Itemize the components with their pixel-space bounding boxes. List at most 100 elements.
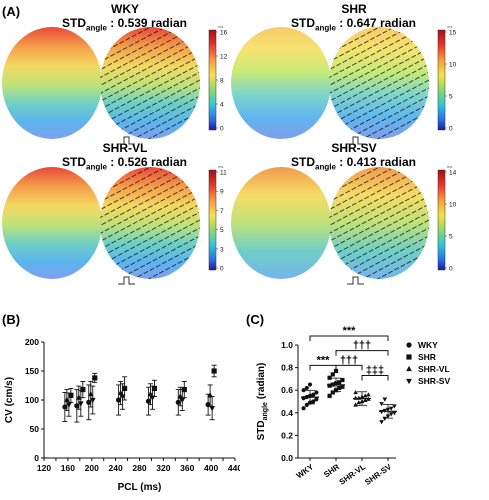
y-axis-title: CV (cm/s): [4, 377, 15, 423]
x-tick-label: 280: [132, 463, 146, 473]
scale-tick-label: 14: [449, 170, 457, 177]
data-point-square: [330, 372, 335, 377]
y-tick-label: 0.4: [281, 408, 293, 418]
data-point-tri-down: [379, 409, 384, 415]
sig-bracket-shr-vl-label: †††: [340, 354, 358, 366]
y-tick-label: 100: [25, 395, 39, 405]
legend-label: SHR-VL: [418, 364, 450, 374]
activation-map-shr-vl: [2, 167, 102, 279]
data-point-triangle: [117, 389, 124, 396]
scale-tick-label: 4: [220, 102, 224, 109]
panel-a-label: (A): [2, 4, 21, 19]
data-point-tri-down: [89, 397, 96, 404]
scale-tick-label: 0: [220, 266, 224, 273]
data-point-triangle: [353, 402, 358, 407]
conduction-vectors-shr: [329, 27, 429, 139]
x-tick-label: 400: [204, 463, 218, 473]
color-scale-bar: [208, 29, 217, 131]
data-point-triangle: [356, 400, 362, 405]
map-title-wky: WKY: [111, 2, 139, 16]
data-point-square: [340, 384, 345, 389]
legend-marker-circle: [406, 342, 412, 348]
color-scale-bar: [437, 169, 446, 271]
y-tick-label: 0: [34, 453, 39, 463]
x-tick-label: 120: [37, 463, 51, 473]
data-point-square: [121, 385, 128, 391]
x-tick-label: SHR-SV: [363, 462, 393, 487]
x-tick-label: SHR-VL: [338, 462, 368, 487]
sig-bracket-vl-sv-label: ‡‡‡: [366, 365, 384, 377]
data-point-square: [327, 383, 332, 388]
color-scale-bar: [437, 29, 446, 131]
data-point-tri-down: [179, 397, 186, 404]
y-tick-label: 0.8: [281, 363, 293, 373]
scale-tick-label: 5: [449, 234, 453, 241]
activation-map-shr-sv: [231, 167, 331, 279]
sig-bracket-shr-vl: [335, 364, 363, 371]
color-scale-unit: ms: [447, 24, 452, 29]
data-point-triangle: [362, 397, 368, 403]
legend-marker-square: [406, 354, 412, 360]
std-line-shr-sv: STDangle : 0.413 radian: [291, 155, 416, 172]
y-tick-label: 0.2: [281, 430, 293, 440]
data-point-square: [327, 393, 332, 398]
data-point-circle: [74, 403, 80, 409]
conduction-vectors-shr-vl: [100, 167, 200, 279]
x-tick-label: 160: [61, 463, 75, 473]
stimulus-icon: [347, 136, 364, 145]
y-tick-label: 200: [25, 337, 39, 347]
data-point-tri-down: [209, 406, 215, 412]
scale-tick-label: 15: [449, 30, 457, 37]
legend-label: WKY: [418, 340, 438, 350]
scale-tick-label: 0: [220, 126, 224, 133]
data-point-square: [211, 368, 217, 374]
y-tick-label: 1.0: [281, 340, 293, 350]
data-point-square: [330, 390, 335, 395]
std-line-wky: STDangle : 0.539 radian: [62, 16, 187, 33]
sig-bracket-wky-sv-label: ***: [343, 325, 357, 337]
data-point-tri-down: [149, 395, 156, 401]
data-point-circle: [62, 404, 68, 410]
map-title-shr-vl: SHR-VL: [102, 141, 148, 155]
sig-bracket-wky-sv: [309, 335, 389, 341]
x-tick-label: SHR: [322, 462, 341, 479]
activation-map-wky: [2, 27, 102, 139]
data-point-triangle: [87, 391, 94, 397]
scale-tick-label: 3: [220, 246, 224, 253]
data-point-circle: [314, 390, 319, 395]
scale-tick-label: 9: [220, 189, 224, 196]
data-point-square: [337, 385, 342, 391]
color-scale-bar: [208, 169, 217, 271]
std-line-shr: STDangle : 0.647 radian: [291, 16, 416, 33]
data-point-square: [333, 368, 339, 374]
data-point-circle: [311, 392, 316, 397]
scale-tick-label: 5: [449, 94, 453, 101]
data-point-circle: [175, 399, 181, 405]
data-point-square: [68, 392, 74, 398]
x-tick-label: 440: [228, 463, 240, 473]
sig-bracket-wky-shr-label: ***: [317, 354, 331, 366]
data-point-tri-down: [382, 397, 388, 402]
scale-tick-label: 8: [220, 78, 224, 85]
data-point-triangle: [64, 396, 70, 403]
x-tick-label: 240: [109, 463, 123, 473]
conduction-vectors-shr-sv: [329, 167, 429, 279]
map-title-shr-sv: SHR-SV: [331, 141, 377, 155]
legend-label: SHR: [418, 352, 436, 362]
std-line-shr-vl: STDangle : 0.526 radian: [62, 155, 187, 172]
conduction-vectors-wky: [100, 27, 200, 139]
y-tick-label: 150: [25, 366, 39, 376]
x-tick-label: 200: [85, 463, 99, 473]
color-scale-unit: ms: [218, 164, 223, 169]
data-point-triangle: [353, 389, 358, 395]
y-tick-label: 0.6: [281, 385, 293, 395]
data-point-circle: [301, 406, 306, 411]
cv-pcl-chart: 0 50 100 150 200 120 160 200 240 280 320 360 400 440 P…: [4, 337, 240, 493]
scale-tick-label: 10: [449, 62, 457, 69]
x-tick-label: WKY: [295, 462, 316, 480]
legend-marker-triangle: [406, 365, 412, 372]
data-point-tri-down: [379, 420, 384, 425]
activation-map-shr: [231, 27, 331, 139]
